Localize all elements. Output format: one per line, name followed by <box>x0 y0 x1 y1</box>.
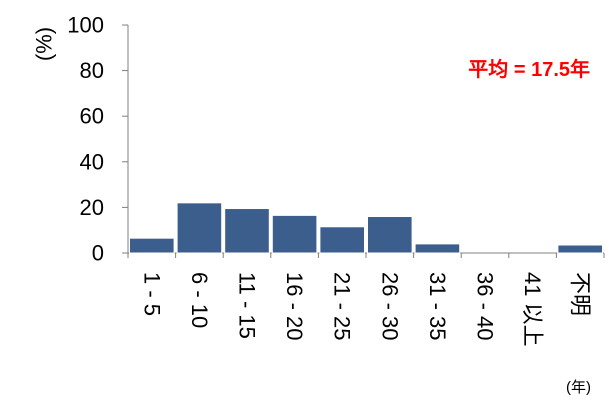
bar <box>129 237 175 254</box>
category-label: 不明 <box>568 272 593 316</box>
category-label: 26 - 30 <box>377 272 402 341</box>
y-axis: 0 20 40 60 80 100 <box>67 13 129 266</box>
y-tick-label: 0 <box>92 241 104 266</box>
y-tick-label: 40 <box>80 149 104 174</box>
category-label: 36 - 40 <box>473 272 498 341</box>
y-tick-label: 100 <box>67 13 104 38</box>
bar <box>176 202 223 254</box>
bar <box>319 226 365 254</box>
bar <box>367 216 413 254</box>
category-label: 16 - 20 <box>282 272 307 341</box>
category-label: 21 - 25 <box>330 272 355 341</box>
x-axis-label: (年) <box>566 379 591 396</box>
category-label: 11 - 15 <box>235 272 260 339</box>
category-label: 1 - 5 <box>139 272 164 316</box>
bar <box>224 208 270 254</box>
y-tick-label: 20 <box>80 195 104 220</box>
category-labels: 1 - 5 6 - 10 11 - 15 16 - 20 21 - 25 26 - 30 3… <box>139 272 592 347</box>
mean-annotation: 平均 = 17.5年 <box>468 57 590 81</box>
y-tick-label: 60 <box>80 104 104 129</box>
y-tick-label: 80 <box>80 58 104 83</box>
bars <box>129 202 604 254</box>
category-label: 41 以上 <box>520 272 545 347</box>
bar <box>271 214 318 254</box>
bar <box>557 244 604 254</box>
x-axis <box>127 252 605 258</box>
y-axis-label: (%) <box>32 27 57 61</box>
category-label: 31 - 35 <box>425 272 450 341</box>
bar <box>414 243 461 254</box>
category-label: 6 - 10 <box>187 272 212 328</box>
